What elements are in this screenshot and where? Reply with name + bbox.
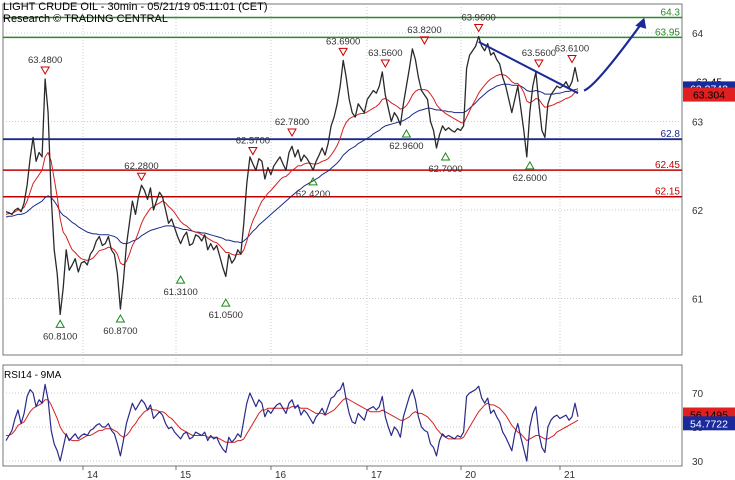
price-line [5,35,579,316]
rsi-tick-label: 30 [692,457,704,468]
pivot-high-label: 63.5600 [522,48,556,59]
level-label: 62.15 [655,187,680,198]
rsi-plot-frame [2,364,683,467]
pivot-high-marker [338,47,349,57]
pivot-low-marker [220,298,231,307]
x-axis-tick-label: 21 [564,470,576,480]
x-axis-tick-label: 15 [180,470,192,480]
pivot-low-marker [175,275,186,284]
forecast-arrow [583,19,646,92]
rsi-badge: 54.7722 [690,418,728,430]
pivot-low-marker [115,313,126,323]
pivot-high-marker [380,59,391,68]
pivot-low-label: 62.4200 [296,189,330,200]
ma-fast-badge: 63.304 [693,90,725,102]
pivot-low-label: 62.9600 [389,141,423,152]
chart-source: Research © TRADING CENTRAL [3,13,168,25]
pivot-high-label: 63.4800 [28,55,62,66]
rsi-title: RSI14 - 9MA [4,370,62,381]
pivot-high-label: 62.5700 [236,136,270,147]
forecast-arrowhead [635,17,647,29]
pivot-high-marker [136,172,147,182]
pivot-low-label: 62.6000 [513,173,547,184]
pivot-high-marker [248,147,258,156]
pivot-low-label: 60.8700 [103,326,137,337]
y-axis-tick-label: 63 [692,118,704,129]
level-label: 62.45 [655,160,680,171]
pivot-low-marker [524,160,535,170]
rsi-line [5,382,579,462]
pivot-high-marker [534,59,544,68]
rsi-badge-bg [683,416,735,431]
pivot-high-marker [40,66,50,76]
level-label: 64.3 [661,8,681,19]
x-axis-tick-label: 14 [87,470,99,480]
pivot-high-label: 63.8200 [407,25,441,36]
pivot-low-label: 61.3100 [163,287,197,298]
rsi-series-group [5,382,579,462]
pivot-low-label: 60.8100 [43,331,77,342]
pivot-low-marker [440,152,451,161]
pivot-low-marker [308,176,318,186]
pivot-high-label: 63.6900 [326,36,360,47]
x-axis-tick-label: 20 [465,470,477,480]
ma-fast-badge-bg [683,87,735,102]
y-axis-tick-label: 62 [692,206,704,217]
chart-title: LIGHT CRUDE OIL - 30min - 05/21/19 05:11… [3,1,268,13]
pivot-high-label: 62.7800 [275,117,309,128]
level-label: 63.95 [655,27,680,38]
x-axis-tick-label: 17 [371,470,383,480]
y-axis-tick-label: 64 [692,29,704,40]
x-axis-tick-label: 16 [275,470,287,480]
rsi-ma-line [6,397,579,443]
main-plot-frame [2,3,683,356]
pivot-high-label: 63.9600 [461,13,495,24]
pivot-low-marker [55,319,66,328]
pivot-high-marker [419,36,430,45]
pivot-high-label: 63.5600 [368,48,402,59]
ma-fast-line [5,74,579,266]
pivot-high-marker [287,128,297,137]
level-label: 62.8 [661,129,681,140]
rsi-tick-label: 70 [692,389,704,400]
ma-slow-line [5,83,579,245]
pivot-high-marker [567,55,577,64]
main-price-panel: 61 62 63 64 64.3 63.95 62.8 62.45 62.15 63.4800 62… [2,3,735,462]
resistance-trendline [478,40,579,95]
y-axis-tick-label: 61 [692,295,704,306]
pivot-high-marker [473,24,484,33]
pivot-low-marker [401,129,412,138]
rsi-panel: 305070RSI14 - 9MA56.149554.7722141516172… [2,364,735,480]
pivot-high-label: 62.2800 [124,161,158,172]
pivot-low-label: 62.7000 [428,164,462,175]
pivot-low-label: 61.0500 [209,310,243,321]
pivot-high-label: 63.6100 [555,44,589,55]
